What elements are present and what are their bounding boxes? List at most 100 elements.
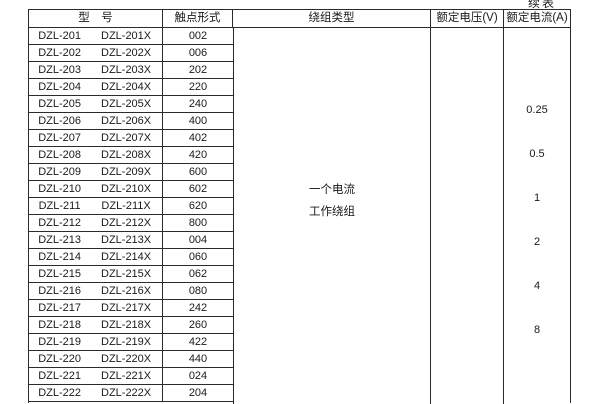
table-row: DZL-205 DZL-205X 240 [29, 96, 233, 113]
table-row: DZL-214 DZL-214X 060 [29, 249, 233, 266]
table-row: DZL-220 DZL-220X 440 [29, 351, 233, 368]
contact-form-value: 006 [188, 47, 208, 59]
model-x-value: DZL-213X [101, 234, 152, 246]
model-value: DZL-205 [38, 98, 81, 110]
contact-form-value: 060 [188, 251, 208, 263]
model-cell: DZL-202 DZL-202X [29, 45, 163, 61]
model-x-value: DZL-201X [101, 30, 152, 42]
model-value: DZL-217 [38, 302, 81, 314]
rated-current-cell: 0.25 0.5 1 2 4 8 [504, 28, 570, 404]
model-x-value: DZL-203X [101, 64, 152, 76]
contact-form-value: 620 [188, 200, 208, 212]
model-value: DZL-203 [38, 64, 81, 76]
contact-form-value: 004 [188, 234, 208, 246]
model-x-value: DZL-210X [101, 183, 152, 195]
model-value: DZL-212 [38, 217, 81, 229]
table-row: DZL-204 DZL-204X 220 [29, 79, 233, 96]
table-row: DZL-219 DZL-219X 422 [29, 334, 233, 351]
model-cell: DZL-208 DZL-208X [29, 147, 163, 163]
table-row: DZL-213 DZL-213X 004 [29, 232, 233, 249]
winding-type-value: 一个电流 工作绕组 [234, 179, 430, 223]
winding-line-2: 工作绕组 [309, 206, 355, 218]
model-x-value: DZL-218X [101, 319, 152, 331]
model-x-value: DZL-206X [101, 115, 152, 127]
model-value: DZL-216 [38, 285, 81, 297]
model-cell: DZL-212 DZL-212X [29, 215, 163, 231]
model-cell: DZL-213 DZL-213X [29, 232, 163, 248]
model-value: DZL-210 [38, 183, 81, 195]
contact-form-value: 420 [188, 149, 208, 161]
table-row: DZL-209 DZL-209X 600 [29, 164, 233, 181]
model-value: DZL-206 [38, 115, 81, 127]
model-value: DZL-207 [38, 132, 81, 144]
table-row: DZL-222 DZL-222X 204 [29, 385, 233, 402]
model-cell: DZL-221 DZL-221X [29, 368, 163, 384]
table-row: DZL-207 DZL-207X 402 [29, 130, 233, 147]
model-cell: DZL-215 DZL-215X [29, 266, 163, 282]
model-value: DZL-219 [38, 336, 81, 348]
contact-form-value: 260 [188, 319, 208, 331]
rated-current-value: 1 [533, 191, 541, 204]
table-row: DZL-202 DZL-202X 006 [29, 45, 233, 62]
contact-form-value: 422 [188, 336, 208, 348]
model-x-value: DZL-215X [101, 268, 152, 280]
model-x-value: DZL-205X [101, 98, 152, 110]
contact-form-value: 220 [188, 81, 208, 93]
contact-form-value: 242 [188, 302, 208, 314]
model-x-value: DZL-212X [101, 217, 152, 229]
model-value: DZL-221 [38, 370, 81, 382]
table-row: DZL-221 DZL-221X 024 [29, 368, 233, 385]
model-value: DZL-214 [38, 251, 81, 263]
header-rated-current: 额定电流(A) [506, 12, 568, 24]
model-x-value: DZL-219X [101, 336, 152, 348]
model-value: DZL-209 [38, 166, 81, 178]
model-value: DZL-201 [38, 30, 81, 42]
table-row: DZL-211 DZL-211X 620 [29, 198, 233, 215]
table-body: DZL-201 DZL-201X 002 DZL-202 DZL-202X 00… [29, 28, 570, 404]
continued-table-label: 续表 [528, 0, 557, 10]
model-cell: DZL-201 DZL-201X [29, 28, 163, 44]
rated-current-value: 0.25 [526, 103, 548, 116]
model-x-value: DZL-217X [101, 302, 152, 314]
model-cell: DZL-204 DZL-204X [29, 79, 163, 95]
rated-voltage-cell [431, 28, 504, 404]
header-contact-form: 触点形式 [163, 10, 233, 27]
contact-form-value: 400 [188, 115, 208, 127]
model-cell: DZL-210 DZL-210X [29, 181, 163, 197]
table-row: DZL-206 DZL-206X 400 [29, 113, 233, 130]
table-row: DZL-218 DZL-218X 260 [29, 317, 233, 334]
model-x-value: DZL-202X [101, 47, 152, 59]
model-x-value: DZL-209X [101, 166, 152, 178]
model-cell: DZL-216 DZL-216X [29, 283, 163, 299]
rated-current-value: 8 [533, 323, 541, 336]
table-rows: DZL-201 DZL-201X 002 DZL-202 DZL-202X 00… [29, 28, 233, 402]
contact-form-value: 002 [188, 30, 208, 42]
table-header-row: 型 号 触点形式 绕组类型 额定电压(V) 额定电流(A) [29, 10, 570, 28]
contact-form-value: 602 [188, 183, 208, 195]
contact-form-value: 440 [188, 353, 208, 365]
model-value: DZL-222 [38, 387, 81, 399]
table-row: DZL-210 DZL-210X 602 [29, 181, 233, 198]
winding-line-1: 一个电流 [309, 184, 355, 196]
model-x-value: DZL-214X [101, 251, 152, 263]
model-cell: DZL-206 DZL-206X [29, 113, 163, 129]
model-cell: DZL-203 DZL-203X [29, 62, 163, 78]
model-cell: DZL-209 DZL-209X [29, 164, 163, 180]
header-model: 型 号 [29, 10, 163, 27]
table-row: DZL-215 DZL-215X 062 [29, 266, 233, 283]
table-row: DZL-208 DZL-208X 420 [29, 147, 233, 164]
model-cell: DZL-218 DZL-218X [29, 317, 163, 333]
rated-current-value: 2 [533, 235, 541, 248]
spec-table: 型 号 触点形式 绕组类型 额定电压(V) 额定电流(A) DZL-201 DZ… [28, 9, 571, 404]
model-value: DZL-211 [38, 200, 81, 212]
model-value: DZL-220 [38, 353, 81, 365]
contact-form-value: 204 [188, 387, 208, 399]
model-cell: DZL-214 DZL-214X [29, 249, 163, 265]
contact-form-value: 240 [188, 98, 208, 110]
model-value: DZL-218 [38, 319, 81, 331]
model-cell: DZL-222 DZL-222X [29, 385, 163, 401]
contact-form-value: 080 [188, 285, 208, 297]
contact-form-value: 600 [188, 166, 208, 178]
table-row: DZL-201 DZL-201X 002 [29, 28, 233, 45]
